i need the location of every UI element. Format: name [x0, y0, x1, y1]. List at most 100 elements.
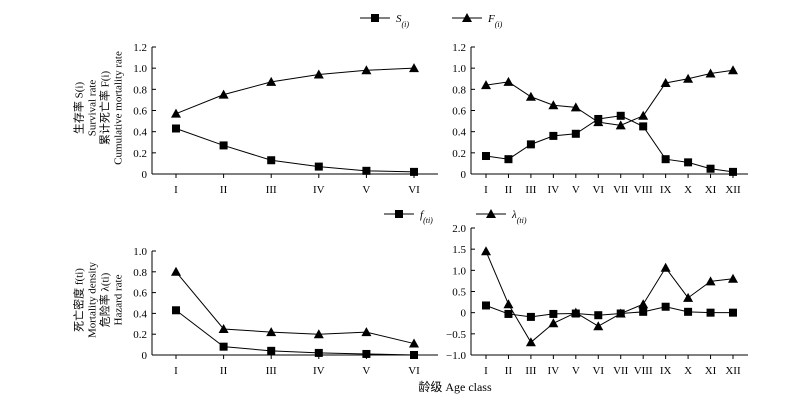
chart-mortality-hazard-right: −1.0−0.500.51.01.52.0I II III IV V VI VII VIII I… [446, 223, 748, 377]
legend-marker [371, 14, 379, 22]
data-point [172, 306, 180, 315]
x-tick-label: IX [660, 365, 672, 377]
x-tick-label: X [684, 184, 692, 196]
data-point [172, 124, 180, 133]
y-tick-label: 0 [142, 169, 148, 181]
data-point [594, 311, 603, 320]
x-tick-label: VI [592, 365, 604, 377]
y-tick-label: 0.6 [452, 106, 466, 118]
data-point [683, 73, 694, 83]
y-tick-label: 0.8 [452, 84, 466, 96]
y-tick-label: 2.0 [452, 223, 466, 235]
data-point [410, 351, 418, 359]
y-tick-label: 0.4 [452, 127, 466, 139]
y-tick-label: 0.2 [452, 148, 466, 160]
x-tick-label: II [220, 365, 228, 377]
data-point [218, 324, 229, 333]
x-tick-label: I [174, 184, 178, 196]
data-point [728, 273, 738, 283]
legend-label: f(ti) [420, 209, 433, 225]
data-point [638, 299, 649, 309]
data-point [684, 158, 693, 167]
series-line [485, 69, 734, 126]
y-tick-label: 1.0 [452, 265, 466, 277]
data-point [267, 156, 276, 165]
data-point [504, 155, 513, 164]
y-tick-label: 1.5 [452, 244, 466, 256]
data-point [409, 63, 419, 73]
chart-mortality-hazard-left: 00.20.40.60.81.0I II III IV V VI [133, 246, 438, 377]
chart-survival-cumulative-right: 00.20.40.60.81.01.2I II III IV V VI VII VIII IX X… [452, 42, 748, 196]
data-point [504, 309, 513, 318]
data-point [526, 312, 535, 321]
x-tick-label: III [266, 184, 277, 196]
x-tick-label: VII [613, 184, 629, 196]
data-point [706, 164, 715, 173]
data-point [706, 308, 715, 317]
x-tick-label: XII [725, 365, 741, 377]
legend-marker [462, 13, 472, 22]
data-point [729, 167, 737, 176]
data-point [638, 110, 649, 120]
data-point [314, 348, 323, 357]
data-point [313, 329, 324, 339]
data-point [571, 129, 580, 138]
data-point [171, 266, 181, 276]
x-tick-label: XI [705, 365, 717, 377]
data-point [728, 65, 738, 75]
x-tick-label: V [572, 365, 580, 377]
data-point [218, 89, 229, 99]
data-point [266, 327, 277, 337]
data-point [616, 111, 625, 120]
y-tick-label: 0.6 [133, 106, 147, 118]
x-tick-label: XI [705, 184, 717, 196]
data-point [593, 321, 604, 331]
legend-label: F(i) [487, 13, 503, 29]
data-point [639, 307, 648, 316]
data-point [661, 302, 670, 311]
data-point [593, 117, 604, 127]
y-axis-label-bottom: 死亡密度 f(ti)Mortality density危险率 λ(ti)Haza… [72, 261, 125, 338]
data-point [660, 262, 671, 272]
legend-label: S(i) [396, 13, 409, 29]
data-point [503, 76, 514, 86]
x-tick-label: III [266, 365, 277, 377]
data-point [705, 276, 716, 286]
series-line [485, 251, 734, 344]
data-point [548, 318, 559, 328]
series-line [175, 309, 415, 356]
legend-marker [395, 210, 403, 218]
data-point [549, 131, 558, 140]
series-line [175, 67, 415, 115]
data-point [481, 80, 491, 90]
y-tick-label: 1.0 [452, 63, 466, 75]
x-tick-label: II [220, 184, 228, 196]
x-tick-label: VII [613, 365, 629, 377]
y-tick-label: 0.8 [133, 84, 147, 96]
y-tick-label: −0.5 [446, 329, 466, 341]
y-tick-label: 0.8 [133, 267, 147, 279]
x-tick-label: V [572, 184, 580, 196]
x-tick-label: VI [408, 365, 420, 377]
legend-marker [486, 209, 496, 218]
y-tick-label: 1.0 [133, 246, 147, 258]
series-line [175, 128, 415, 173]
data-point [615, 308, 626, 318]
data-point [171, 108, 181, 118]
series-line [485, 305, 733, 318]
data-point [410, 167, 418, 176]
x-tick-label: IV [313, 365, 325, 377]
data-point [482, 301, 490, 310]
x-tick-label: X [684, 365, 692, 377]
data-point [361, 65, 372, 75]
data-point [639, 122, 648, 131]
x-tick-label: III [525, 184, 536, 196]
data-point [615, 120, 626, 130]
legend-top: S(i) F(i) [360, 13, 503, 29]
data-point [482, 152, 490, 161]
y-tick-label: 1.2 [133, 42, 147, 54]
x-tick-label: V [362, 184, 370, 196]
data-point [314, 162, 323, 171]
x-tick-label: II [505, 184, 513, 196]
data-point [548, 100, 559, 110]
